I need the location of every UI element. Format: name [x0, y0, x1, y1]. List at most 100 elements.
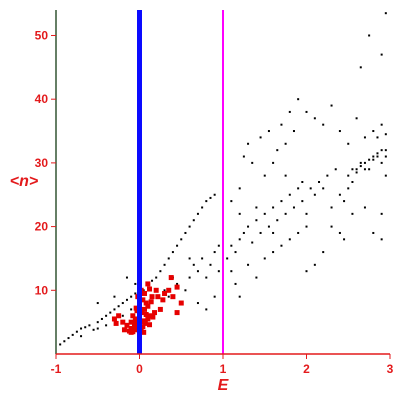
- black-point-96: [288, 238, 291, 241]
- black-point-161: [372, 130, 375, 133]
- black-point-61: [217, 244, 220, 247]
- red-point-51: [145, 281, 151, 287]
- red-point-50: [168, 275, 174, 281]
- black-point-92: [255, 276, 258, 279]
- black-point-25: [134, 282, 137, 285]
- black-point-19: [121, 314, 124, 317]
- black-point-154: [313, 117, 316, 120]
- red-point-37: [147, 286, 153, 292]
- black-point-158: [347, 142, 350, 145]
- y-tick-label-3: 40: [35, 92, 49, 106]
- black-point-119: [351, 168, 354, 171]
- vertical-lines-layer: [137, 10, 224, 354]
- black-point-174: [380, 238, 383, 241]
- black-point-22: [130, 295, 133, 298]
- black-point-124: [372, 158, 375, 161]
- black-point-143: [259, 136, 262, 139]
- black-point-165: [272, 231, 275, 234]
- black-point-47: [213, 193, 216, 196]
- black-point-94: [272, 251, 275, 254]
- black-point-176: [284, 174, 287, 177]
- black-point-15: [109, 311, 112, 314]
- red-point-3: [133, 327, 139, 333]
- black-point-173: [384, 133, 387, 136]
- black-point-7: [84, 326, 87, 329]
- red-point-38: [153, 287, 159, 293]
- black-point-40: [184, 231, 187, 234]
- black-point-48: [163, 289, 166, 292]
- black-point-54: [188, 276, 191, 279]
- black-point-24: [134, 292, 137, 295]
- black-point-163: [384, 174, 387, 177]
- black-point-91: [247, 263, 250, 266]
- black-point-110: [355, 168, 358, 171]
- black-point-141: [242, 155, 245, 158]
- black-point-113: [368, 158, 371, 161]
- black-point-95: [280, 244, 283, 247]
- red-point-49: [113, 320, 119, 326]
- black-point-14: [105, 324, 108, 327]
- black-point-2: [67, 337, 70, 340]
- black-point-87: [305, 212, 308, 215]
- black-point-81: [280, 200, 283, 203]
- black-point-59: [209, 263, 212, 266]
- black-point-84: [292, 206, 295, 209]
- black-point-142: [247, 142, 250, 145]
- black-point-85: [297, 187, 300, 190]
- black-point-8: [88, 324, 91, 327]
- black-point-118: [347, 174, 350, 177]
- red-point-0: [128, 326, 134, 332]
- red-point-55: [142, 320, 148, 326]
- red-point-7: [140, 324, 146, 330]
- black-point-157: [338, 130, 341, 133]
- black-point-170: [380, 53, 383, 56]
- red-point-35: [152, 310, 158, 316]
- black-point-99: [309, 187, 312, 190]
- y-axis-label: <n>: [10, 173, 38, 190]
- x-tick-label-0: -1: [51, 362, 62, 376]
- black-point-68: [226, 257, 229, 260]
- red-point-31: [121, 327, 127, 333]
- black-point-56: [196, 270, 199, 273]
- black-point-126: [380, 149, 383, 152]
- black-point-4: [75, 330, 78, 333]
- black-point-0: [59, 343, 62, 346]
- black-point-73: [247, 225, 250, 228]
- red-point-45: [174, 284, 180, 290]
- black-point-33: [155, 276, 158, 279]
- red-point-30: [124, 322, 130, 328]
- red-point-40: [157, 306, 163, 312]
- black-point-145: [267, 130, 270, 133]
- black-point-128: [330, 225, 333, 228]
- black-point-38: [176, 244, 179, 247]
- black-point-69: [230, 244, 233, 247]
- black-point-66: [188, 257, 191, 260]
- black-point-45: [205, 200, 208, 203]
- black-point-139: [230, 200, 233, 203]
- black-point-1: [63, 340, 66, 343]
- black-point-121: [359, 165, 362, 168]
- black-point-36: [167, 257, 170, 260]
- black-point-53: [184, 289, 187, 292]
- black-point-93: [263, 257, 266, 260]
- black-point-103: [326, 174, 329, 177]
- black-point-30: [142, 289, 145, 292]
- red-point-48: [111, 316, 117, 322]
- x-tick-label-3: 2: [303, 362, 310, 376]
- black-point-111: [359, 161, 362, 164]
- y-tick-label-4: 50: [35, 28, 49, 42]
- black-point-150: [288, 110, 291, 113]
- black-point-57: [201, 257, 204, 260]
- black-point-10: [96, 321, 99, 324]
- red-point-36: [149, 294, 155, 300]
- black-point-51: [176, 282, 179, 285]
- black-point-58: [205, 276, 208, 279]
- black-point-17: [113, 308, 116, 311]
- red-point-17: [134, 308, 140, 314]
- axes-layer: -1 0 1 2 3 10 20 30 40 50: [35, 10, 394, 376]
- red-point-22: [140, 297, 146, 303]
- black-point-100: [313, 193, 316, 196]
- red-point-14: [139, 310, 145, 316]
- black-point-144: [263, 174, 266, 177]
- y-tick-label-0: 10: [35, 283, 49, 297]
